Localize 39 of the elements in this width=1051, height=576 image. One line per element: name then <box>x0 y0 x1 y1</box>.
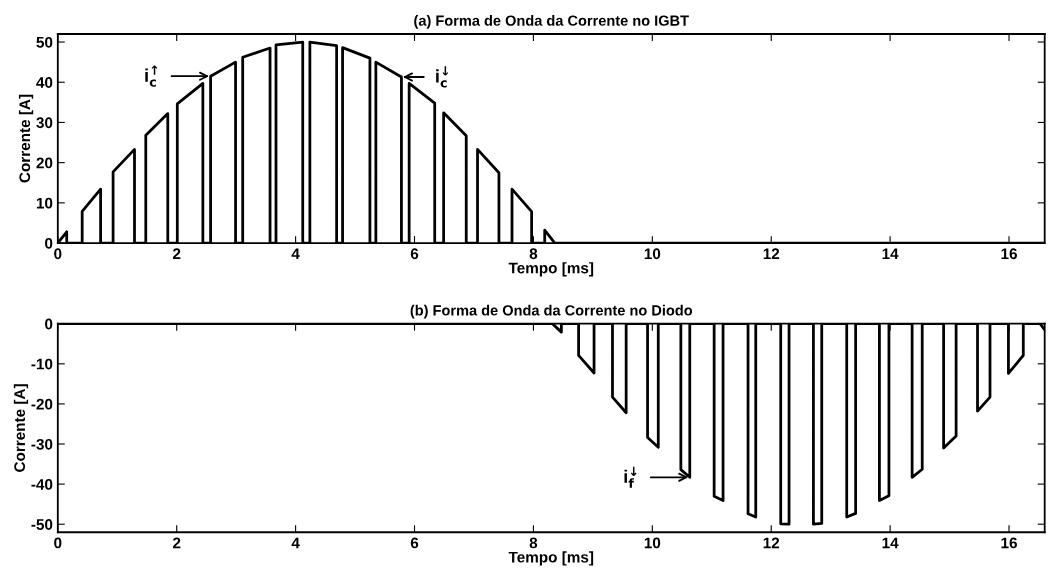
chart-title: (a) Forma de Onda da Corrente no IGBT <box>414 15 689 29</box>
y-tick-label: 0 <box>45 237 53 249</box>
x-tick-label: 6 <box>410 248 419 260</box>
x-tick-label: 14 <box>882 248 899 259</box>
x-tick-label: 8 <box>529 537 538 549</box>
x-tick-label: 16 <box>1001 248 1017 260</box>
chart-title: (b) Forma de Onda da Corrente no Diodo <box>410 304 693 319</box>
y-tick-label: -40 <box>31 478 53 490</box>
x-tick-label: 6 <box>410 537 419 549</box>
x-tick-label: 2 <box>172 248 181 259</box>
y-axis-title: Corrente [A] <box>18 94 34 183</box>
x-tick-label: 12 <box>763 537 780 549</box>
y-tick-label: 20 <box>36 157 53 169</box>
annotation: i$^{↓}$$_{f}$ <box>624 466 637 488</box>
y-tick-label: -30 <box>31 438 53 450</box>
y-tick-label: 50 <box>36 36 53 48</box>
x-tick-label: 14 <box>882 537 899 549</box>
y-axis-title: Corrente [A] <box>13 384 29 472</box>
x-tick-label: 4 <box>291 248 300 259</box>
annotation: i$^{↑}$$_{c}$ <box>145 65 158 87</box>
annotation: i$^{↓}$$_{c}$ <box>436 66 449 88</box>
y-tick-label: 0 <box>45 318 53 330</box>
y-tick-label: 10 <box>36 197 53 209</box>
x-tick-label: 0 <box>54 248 62 260</box>
x-tick-label: 16 <box>1001 537 1017 549</box>
x-axis-title: Tempo [ms] <box>508 262 594 277</box>
x-tick-label: 4 <box>291 537 300 549</box>
x-tick-label: 10 <box>644 248 661 260</box>
x-tick-label: 8 <box>529 248 538 260</box>
x-tick-label: 0 <box>54 537 62 549</box>
y-tick-label: -10 <box>31 358 53 370</box>
x-tick-label: 12 <box>763 248 780 259</box>
y-tick-label: 40 <box>36 77 53 88</box>
x-tick-label: 10 <box>644 537 661 549</box>
x-axis-title: Tempo [ms] <box>508 551 594 566</box>
x-tick-label: 2 <box>172 537 181 549</box>
y-tick-label: 30 <box>36 117 53 129</box>
y-tick-label: -50 <box>31 519 53 530</box>
y-tick-label: -20 <box>31 398 53 410</box>
